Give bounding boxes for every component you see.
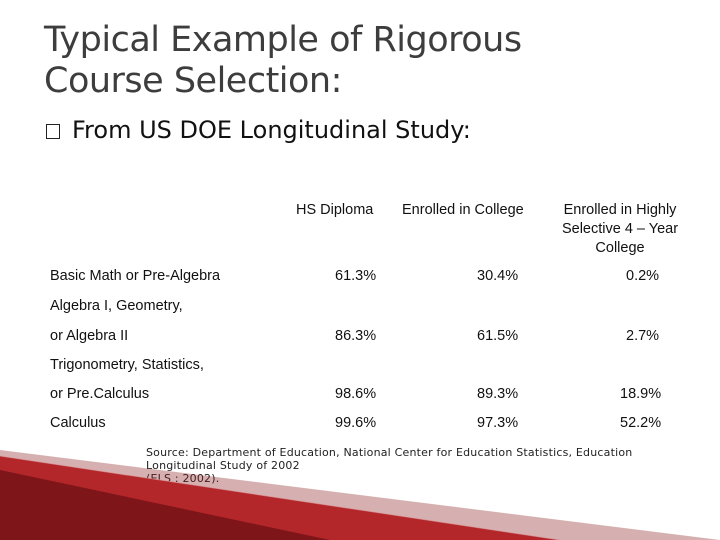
row-label-basic-math: Basic Math or Pre-Algebra (50, 268, 221, 284)
slide-title-line-1: Typical Example of Rigorous (44, 20, 522, 60)
column-header-highly-selective: Enrolled in Highly Selective 4 – Year Co… (561, 202, 679, 256)
source-line-2: Longitudinal Study of 2002 (146, 459, 300, 472)
cell-calculus-hs-diploma: 99.6% (335, 415, 377, 431)
row-label-algebra-line-1: Algebra I, Geometry, (50, 298, 183, 314)
bullet-point: From US DOE Longitudinal Study: (46, 116, 471, 144)
row-label-trig-line-2: or Pre.Calculus (50, 386, 150, 402)
cell-basic-math-college: 30.4% (477, 268, 519, 284)
column-header-enrolled-college: Enrolled in College (402, 202, 524, 218)
slide-title: Typical Example of Rigorous Course Selec… (44, 20, 644, 102)
cell-trig-hs-diploma: 98.6% (335, 386, 377, 402)
row-label-calculus: Calculus (50, 415, 106, 431)
bullet-text: From US DOE Longitudinal Study: (72, 116, 471, 144)
row-label-algebra-line-2: or Algebra II (50, 328, 129, 344)
cell-algebra-hs-diploma: 86.3% (335, 328, 377, 344)
cell-basic-math-hs-diploma: 61.3% (335, 268, 377, 284)
cell-trig-selective: 18.9% (620, 386, 662, 402)
cell-calculus-selective: 52.2% (620, 415, 662, 431)
cell-basic-math-selective: 0.2% (626, 268, 660, 284)
bullet-box-icon (46, 123, 60, 139)
column-header-hs-diploma: HS Diploma (296, 202, 374, 218)
row-label-trig-line-1: Trigonometry, Statistics, (50, 357, 204, 373)
decorative-red-wedge (0, 450, 720, 540)
cell-trig-college: 89.3% (477, 386, 519, 402)
source-line-1: Source: Department of Education, Nationa… (146, 446, 633, 459)
cell-calculus-college: 97.3% (477, 415, 519, 431)
cell-algebra-selective: 2.7% (626, 328, 660, 344)
slide-title-line-2: Course Selection: (44, 61, 342, 101)
cell-algebra-college: 61.5% (477, 328, 519, 344)
